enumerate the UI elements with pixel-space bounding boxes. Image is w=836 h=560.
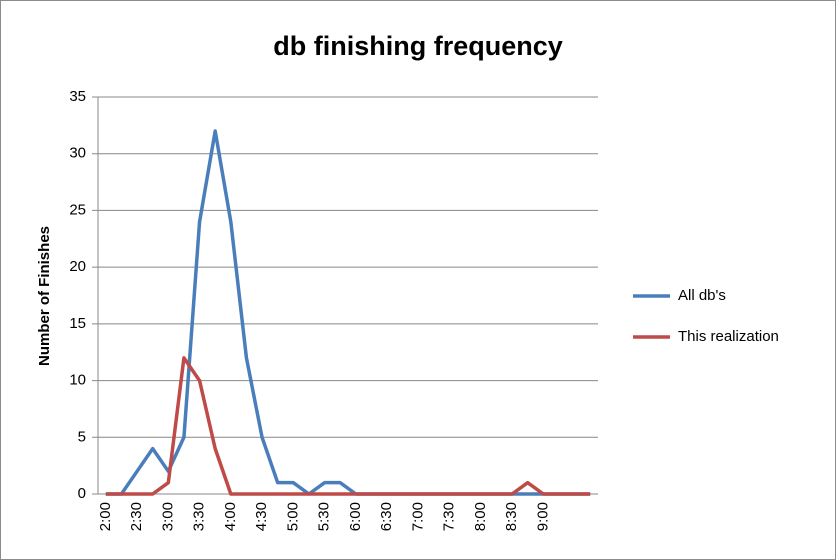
x-tick-label: 7:30 bbox=[441, 502, 458, 531]
x-tick-label: 8:30 bbox=[503, 502, 520, 531]
x-tick-label: 6:00 bbox=[347, 502, 364, 531]
x-tick-label: 3:30 bbox=[191, 502, 208, 531]
legend-label: This realization bbox=[678, 328, 779, 345]
x-tick-label: 3:00 bbox=[159, 502, 176, 531]
y-axis-label: Number of Finishes bbox=[36, 226, 53, 366]
y-tick-label: 30 bbox=[69, 145, 86, 162]
y-tick-label: 20 bbox=[69, 258, 86, 275]
x-tick-label: 4:30 bbox=[253, 502, 270, 531]
chart-title: db finishing frequency bbox=[273, 31, 563, 61]
y-tick-label: 10 bbox=[69, 372, 86, 389]
x-tick-label: 5:00 bbox=[284, 502, 301, 531]
x-tick-label: 9:00 bbox=[534, 502, 551, 531]
y-tick-label: 5 bbox=[78, 428, 86, 445]
x-tick-label: 6:30 bbox=[378, 502, 395, 531]
series-line bbox=[105, 356, 591, 496]
x-tick-label: 8:00 bbox=[472, 502, 489, 531]
x-tick-label: 4:00 bbox=[222, 502, 239, 531]
y-tick-label: 35 bbox=[69, 88, 86, 105]
y-tick-label: 0 bbox=[78, 485, 86, 502]
y-tick-label: 25 bbox=[69, 201, 86, 218]
x-tick-label: 2:00 bbox=[97, 502, 114, 531]
x-tick-label: 7:00 bbox=[409, 502, 426, 531]
x-tick-label: 2:30 bbox=[128, 502, 145, 531]
x-tick-label: 5:30 bbox=[316, 502, 333, 531]
y-tick-label: 15 bbox=[69, 315, 86, 332]
legend-label: All db's bbox=[678, 287, 726, 304]
